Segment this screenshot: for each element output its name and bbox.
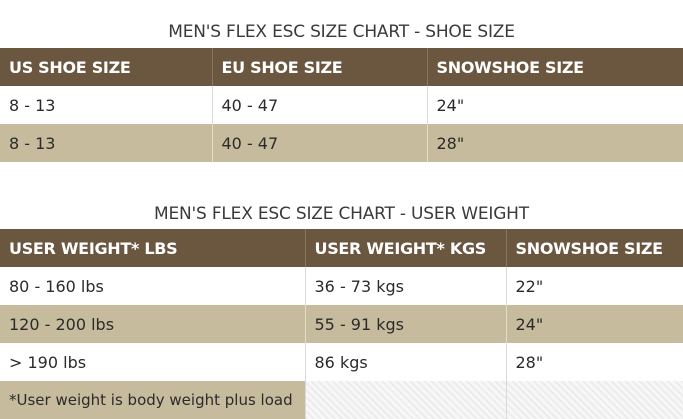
footnote-row: *User weight is body weight plus load: [0, 381, 683, 419]
snowshoe-size-cell: 22": [506, 267, 683, 305]
empty-cell: [506, 381, 683, 419]
snowshoe-size-cell: 24": [506, 305, 683, 343]
snowshoe-size-header: SNOWSHOE SIZE: [506, 229, 683, 267]
table-row: 120 - 200 lbs 55 - 91 kgs 24": [0, 305, 683, 343]
us-shoe-size-header: US SHOE SIZE: [0, 48, 213, 86]
shoe-size-table: US SHOE SIZE EU SHOE SIZE SNOWSHOE SIZE …: [0, 48, 683, 162]
us-shoe-size-cell: 8 - 13: [0, 86, 213, 124]
user-weight-footnote: *User weight is body weight plus load: [0, 381, 306, 419]
user-weight-lbs-cell: 80 - 160 lbs: [0, 267, 306, 305]
table-row: 80 - 160 lbs 36 - 73 kgs 22": [0, 267, 683, 305]
snowshoe-size-cell: 28": [427, 124, 683, 162]
table-header-row: USER WEIGHT* LBS USER WEIGHT* KGS SNOWSH…: [0, 229, 683, 267]
table-row: 8 - 13 40 - 47 24": [0, 86, 683, 124]
shoe-size-chart-title: MEN'S FLEX ESC SIZE CHART - SHOE SIZE: [168, 22, 515, 42]
user-weight-kgs-cell: 86 kgs: [305, 343, 507, 381]
user-weight-lbs-cell: 120 - 200 lbs: [0, 305, 306, 343]
us-shoe-size-cell: 8 - 13: [0, 124, 213, 162]
snowshoe-size-cell: 24": [427, 86, 683, 124]
user-weight-table: USER WEIGHT* LBS USER WEIGHT* KGS SNOWSH…: [0, 229, 683, 419]
snowshoe-size-cell: 28": [506, 343, 683, 381]
table-row: 8 - 13 40 - 47 28": [0, 124, 683, 162]
table-row: > 190 lbs 86 kgs 28": [0, 343, 683, 381]
empty-cell: [305, 381, 507, 419]
user-weight-lbs-header: USER WEIGHT* LBS: [0, 229, 306, 267]
user-weight-chart-title: MEN'S FLEX ESC SIZE CHART - USER WEIGHT: [154, 204, 529, 224]
table-header-row: US SHOE SIZE EU SHOE SIZE SNOWSHOE SIZE: [0, 48, 683, 86]
user-weight-kgs-cell: 36 - 73 kgs: [305, 267, 507, 305]
snowshoe-size-header: SNOWSHOE SIZE: [427, 48, 683, 86]
user-weight-kgs-header: USER WEIGHT* KGS: [305, 229, 507, 267]
eu-shoe-size-cell: 40 - 47: [212, 124, 428, 162]
eu-shoe-size-header: EU SHOE SIZE: [212, 48, 428, 86]
user-weight-lbs-cell: > 190 lbs: [0, 343, 306, 381]
user-weight-kgs-cell: 55 - 91 kgs: [305, 305, 507, 343]
eu-shoe-size-cell: 40 - 47: [212, 86, 428, 124]
